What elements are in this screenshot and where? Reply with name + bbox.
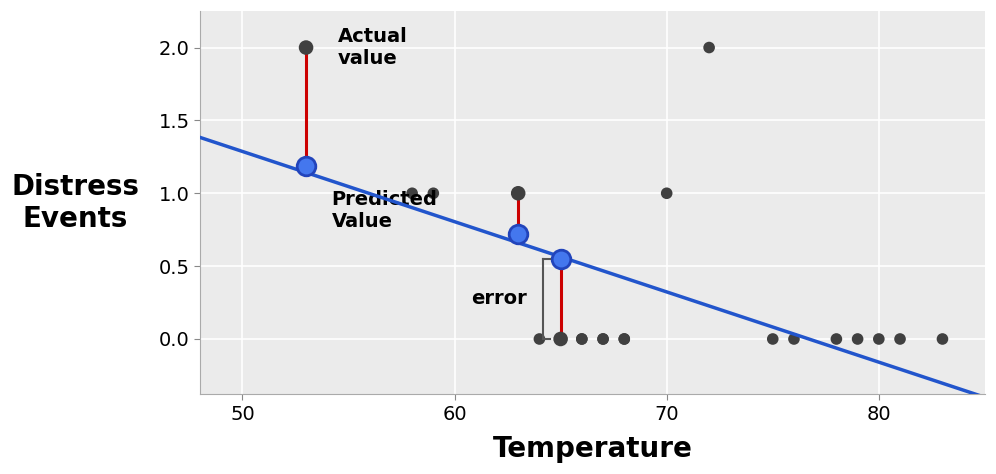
Point bbox=[595, 335, 611, 343]
Point bbox=[510, 190, 526, 197]
X-axis label: Temperature: Temperature bbox=[492, 435, 692, 463]
Point bbox=[786, 335, 802, 343]
Text: Predicted
Value: Predicted Value bbox=[332, 190, 437, 231]
Point bbox=[298, 44, 314, 51]
Point bbox=[574, 335, 590, 343]
Point bbox=[553, 255, 569, 263]
Point bbox=[617, 335, 632, 343]
Point bbox=[404, 190, 420, 197]
Point bbox=[892, 335, 908, 343]
Point bbox=[553, 335, 569, 343]
Point bbox=[574, 335, 590, 343]
Text: Actual
value: Actual value bbox=[338, 27, 407, 68]
Point bbox=[617, 335, 632, 343]
Point bbox=[532, 335, 548, 343]
Point bbox=[850, 335, 866, 343]
Point bbox=[553, 335, 569, 343]
Point bbox=[298, 162, 314, 169]
Point bbox=[871, 335, 886, 343]
Point bbox=[658, 190, 674, 197]
Y-axis label: Distress
Events: Distress Events bbox=[11, 173, 139, 233]
Point bbox=[553, 335, 569, 343]
Text: error: error bbox=[471, 290, 527, 309]
Point bbox=[701, 44, 717, 51]
Point bbox=[298, 44, 314, 51]
Point bbox=[595, 335, 611, 343]
Point bbox=[553, 335, 569, 343]
Point bbox=[510, 230, 526, 238]
Point bbox=[425, 190, 441, 197]
Point bbox=[765, 335, 781, 343]
Point bbox=[934, 335, 950, 343]
Point bbox=[510, 190, 526, 197]
Point bbox=[829, 335, 845, 343]
